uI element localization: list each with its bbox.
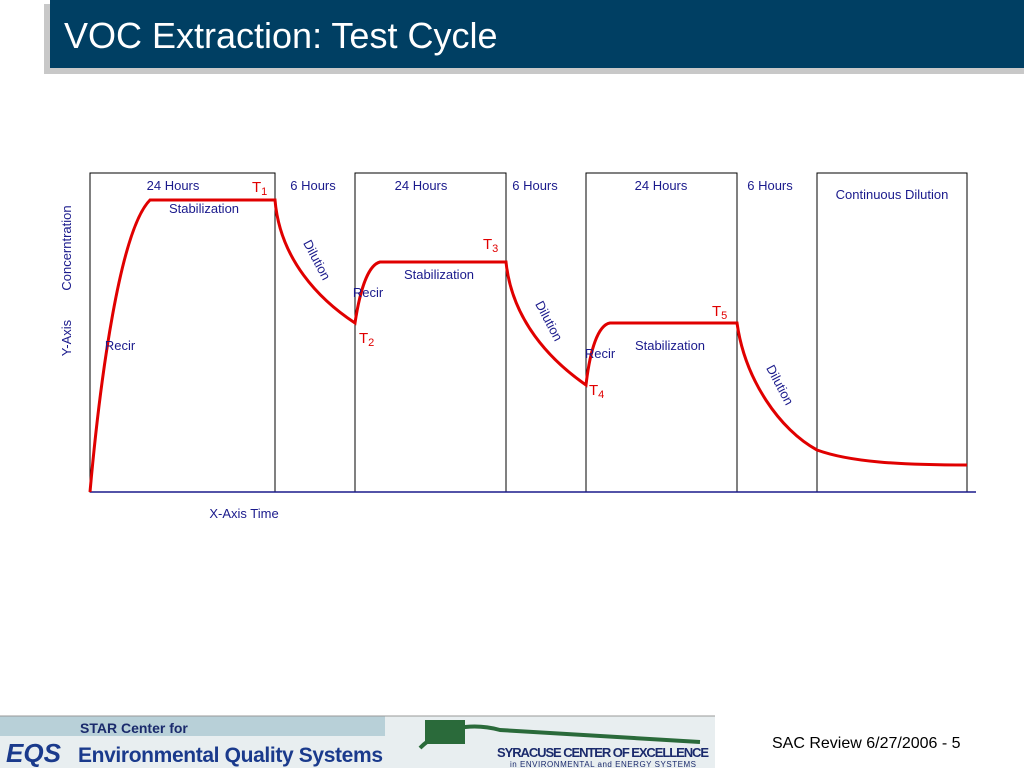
concentration-curve [88, 198, 968, 493]
time-point: T5 [712, 303, 727, 322]
period-label: 6 Hours [747, 178, 793, 193]
time-point-subscript: 4 [598, 389, 604, 401]
period-boxes [89, 172, 968, 493]
phase-label: Recir [353, 285, 384, 300]
time-point: T1 [252, 179, 267, 198]
logo-star: STAR Center for [80, 720, 188, 736]
logo-eqs-name: Environmental Quality Systems [78, 744, 383, 767]
period-label: Continuous Dilution [836, 187, 949, 202]
time-point-letter: T [483, 236, 492, 253]
time-point-letter: T [359, 330, 368, 347]
logo-syracuse: SYRACUSE CENTER OF EXCELLENCE [497, 745, 709, 760]
period-label: 24 Hours [635, 178, 688, 193]
title: VOC Extraction: Test Cycle [64, 15, 497, 56]
y-axis-label: Concerntration [59, 205, 74, 290]
phase-label: Stabilization [169, 201, 239, 216]
time-point: T2 [359, 330, 374, 349]
time-point: T3 [483, 236, 498, 255]
y-axis-label: Y-Axis [59, 319, 74, 356]
time-point-subscript: 3 [492, 243, 498, 255]
phase-label: Dilution [763, 362, 797, 407]
period-label: 6 Hours [290, 178, 336, 193]
x-axis-label: X-Axis Time [209, 506, 278, 521]
slide-info: SAC Review 6/27/2006 - 5 [772, 735, 961, 752]
time-point-letter: T [252, 179, 261, 196]
phase-label: Recir [585, 346, 616, 361]
phase-label: Stabilization [635, 338, 705, 353]
syracuse-building [425, 720, 465, 744]
time-point-letter: T [712, 303, 721, 320]
time-point-subscript: 5 [721, 310, 727, 322]
time-point-subscript: 2 [368, 337, 374, 349]
time-point-subscript: 1 [261, 186, 267, 198]
eqs-logo-bg [0, 716, 385, 736]
title-bar [50, 0, 1024, 68]
phase-label: Stabilization [404, 267, 474, 282]
time-point: T4 [589, 382, 604, 401]
phase-label: Recir [105, 338, 136, 353]
time-point-letter: T [589, 382, 598, 399]
logo-syracuse-sub: in ENVIRONMENTAL and ENERGY SYSTEMS [510, 760, 696, 768]
period-label: 6 Hours [512, 178, 558, 193]
period-label: 24 Hours [147, 178, 200, 193]
logo-eqs: EQS [6, 738, 62, 768]
period-label: 24 Hours [395, 178, 448, 193]
